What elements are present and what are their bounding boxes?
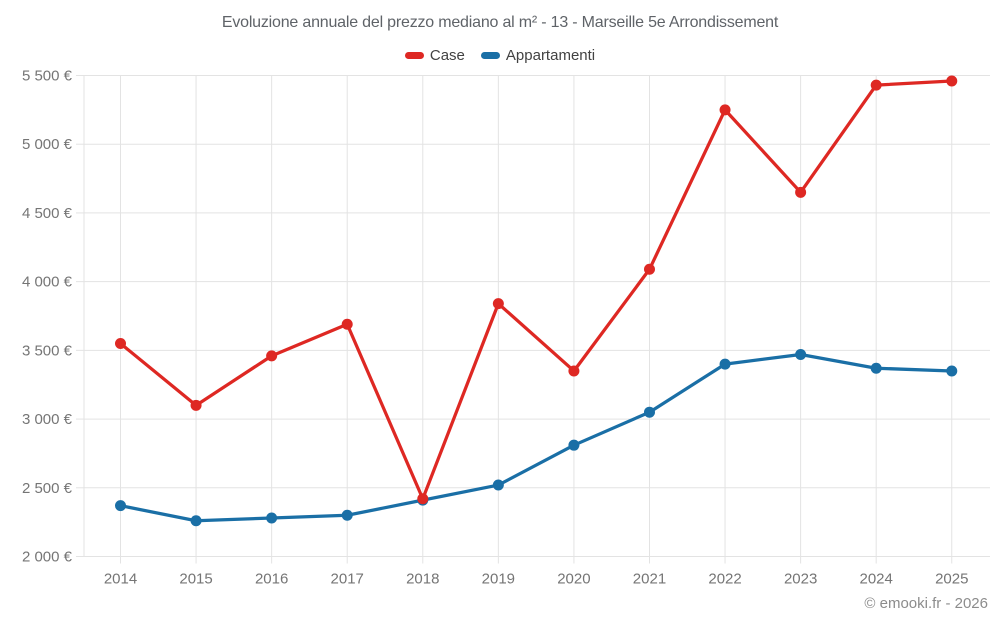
chart-title: Evoluzione annuale del prezzo mediano al…: [221, 14, 779, 31]
y-tick-label: 3 500 €: [22, 342, 73, 359]
legend-label-case: Case: [429, 47, 465, 64]
case-data-point[interactable]: [946, 75, 958, 87]
y-tick-label: 2 000 €: [22, 549, 73, 566]
x-tick-label: 2018: [406, 571, 439, 588]
x-tick-label: 2025: [935, 571, 968, 588]
y-tick-label: 5 000 €: [22, 136, 73, 153]
case-legend-swatch-icon: [404, 52, 424, 59]
x-tick-label: 2022: [708, 571, 741, 588]
case-data-point[interactable]: [341, 318, 353, 330]
case-data-point[interactable]: [492, 298, 504, 310]
x-tick-label: 2023: [784, 571, 817, 588]
appartamenti-data-point[interactable]: [795, 348, 807, 360]
y-tick-label: 3 000 €: [22, 411, 73, 428]
appartamenti-data-point[interactable]: [568, 439, 580, 451]
appartamenti-data-point[interactable]: [492, 479, 504, 491]
x-tick-label: 2017: [331, 571, 364, 588]
x-tick-label: 2014: [104, 571, 137, 588]
case-data-point[interactable]: [795, 186, 807, 198]
legend-item-appartamenti[interactable]: Appartamenti: [480, 47, 596, 64]
y-tick-label: 5 500 €: [22, 68, 73, 85]
case-data-point[interactable]: [568, 365, 580, 377]
appartamenti-line: [118, 352, 954, 523]
case-data-point[interactable]: [719, 104, 731, 116]
y-tick-label: 4 000 €: [22, 274, 73, 291]
legend-label-appartamenti: Appartamenti: [505, 47, 596, 64]
x-tick-label: 2019: [482, 571, 515, 588]
x-tick-label: 2021: [633, 571, 666, 588]
appartamenti-data-point[interactable]: [946, 365, 958, 377]
x-tick-label: 2016: [255, 571, 288, 588]
case-data-point[interactable]: [115, 337, 126, 349]
y-tick-label: 4 500 €: [22, 205, 73, 222]
case-data-point[interactable]: [870, 79, 882, 91]
appartamenti-data-point[interactable]: [341, 509, 353, 521]
appartamenti-data-point[interactable]: [870, 362, 882, 374]
appartamenti-data-point[interactable]: [643, 406, 655, 418]
legend-item-case[interactable]: Case: [404, 47, 465, 64]
appartamenti-data-point[interactable]: [190, 515, 202, 527]
case-line: [118, 79, 954, 501]
case-data-point[interactable]: [417, 493, 429, 505]
x-tick-label: 2015: [179, 571, 212, 588]
case-data-point[interactable]: [190, 399, 202, 411]
x-tick-label: 2020: [557, 571, 590, 588]
chart-legend: Case Appartamenti: [0, 47, 1000, 64]
case-data-point[interactable]: [266, 350, 278, 362]
y-tick-label: 2 500 €: [22, 480, 73, 497]
x-tick-label: 2024: [860, 571, 893, 588]
appartamenti-data-point[interactable]: [719, 358, 731, 370]
footer-credit: © emooki.fr - 2026: [864, 595, 988, 612]
appartamenti-data-point[interactable]: [266, 512, 278, 524]
appartamenti-legend-swatch-icon: [480, 52, 500, 59]
appartamenti-data-point[interactable]: [115, 500, 126, 512]
case-data-point[interactable]: [643, 263, 655, 275]
